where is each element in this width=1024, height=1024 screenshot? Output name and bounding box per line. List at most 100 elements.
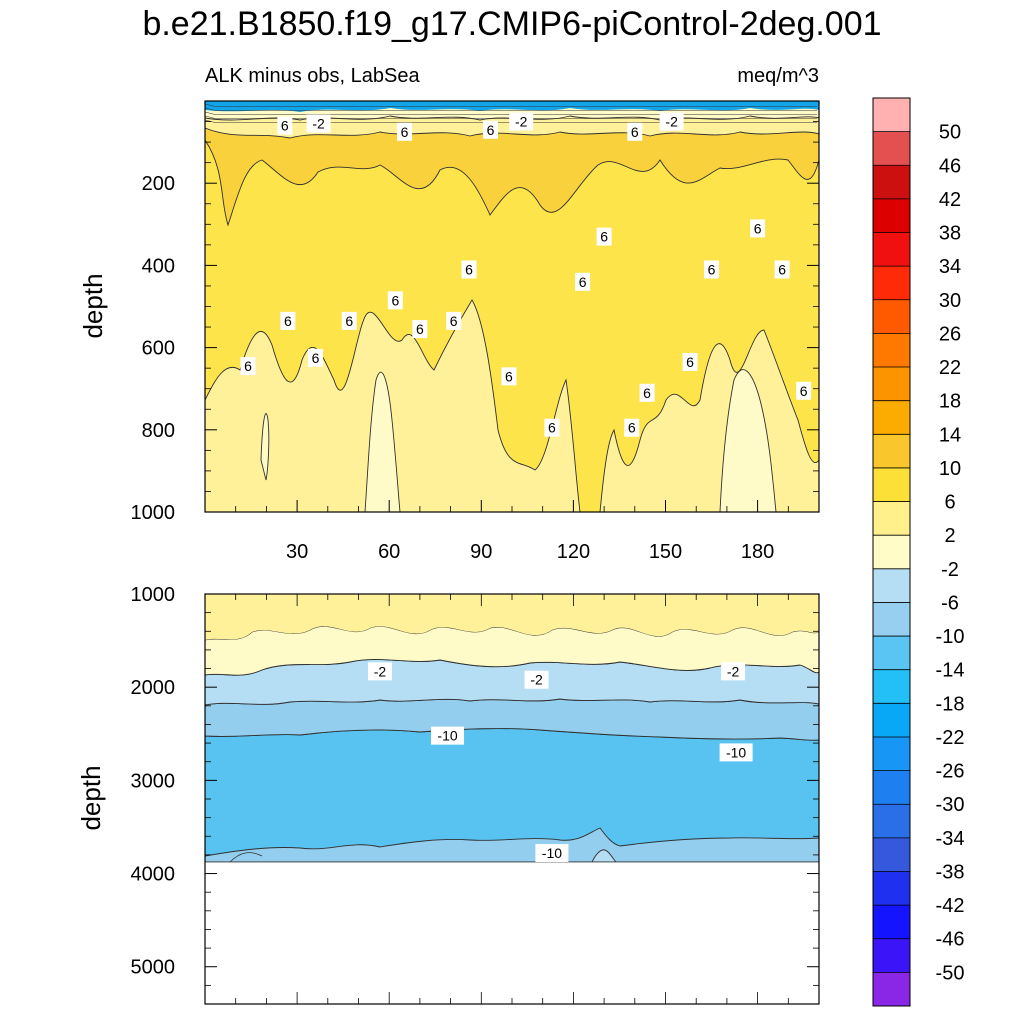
colorbar-label: -30 [936,794,965,816]
top-contour-label-bg [483,120,499,139]
colorbar-swatch [873,131,910,166]
top-contour-label-text: 6 [450,313,458,329]
colorbar-label: -10 [936,626,965,648]
top-ytick-label: 600 [142,338,175,360]
top-ytick-label: 200 [142,173,175,195]
top-contour-label: 6 [501,367,517,386]
bottom-ytick-label: 4000 [131,864,176,886]
bottom-contour-label-text: -10 [542,845,562,861]
top-contour-label-bg [704,260,720,279]
top-contour-label-text: 6 [579,274,587,290]
top-contour-label-text: 6 [401,124,409,140]
colorbar-swatch [873,972,910,1007]
bottom-contour-label-text: -10 [437,728,457,744]
top-contour-label-bg [446,311,462,330]
top-contour-label: 6 [750,219,766,238]
top-contour-label-text: 6 [631,124,639,140]
top-contour-label-bg [240,357,256,376]
colorbar-label: 14 [939,424,961,446]
top-contour-label: 6 [774,260,790,279]
top-contour-label-text: 6 [345,313,353,329]
bottom-contour-label-bg [721,662,746,681]
panel-units: meq/m^3 [737,65,819,87]
colorbar-swatch [873,198,910,233]
top-contour-label-text: 6 [465,262,473,278]
top-contour-label-text: 6 [686,354,694,370]
bottom-band-m6-m2 [591,849,618,863]
colorbar-swatch [873,535,910,570]
top-plot-area: 6 -2 6 6 -2 6 -2 6 6 6 6 6 6 6 6 6 6 6 6 6 6 6 6 6 6 6 [205,101,819,512]
colorbar-label: -22 [936,727,965,749]
top-contour-label-bg [750,219,766,238]
bottom-contour-label: -2 [721,662,746,681]
colorbar-swatch [873,467,910,502]
top-contour-label-text: -2 [665,114,678,130]
top-contour-label: -2 [509,112,534,131]
top-panel: 6 -2 6 6 -2 6 -2 6 6 6 6 6 6 6 6 6 6 6 6 6 6 6 6 6 6 6 200 400 600 8… [78,100,820,563]
colorbar-label: -50 [936,962,965,984]
colorbar-label: 6 [944,492,955,514]
colorbar-label: -42 [936,895,965,917]
bottom-contour-label: -2 [524,670,549,689]
top-contour-label: 6 [483,120,499,139]
colorbar-label: -26 [936,761,965,783]
top-contour-label: 6 [387,291,403,310]
top-ytick-label: 400 [142,255,175,277]
colorbar-swatch [873,299,910,334]
top-contour-label-bg [639,383,655,402]
top-contour-label-bg [596,227,612,246]
bottom-plot-area: -2 -2 -2 -10 -10 -10 [205,594,819,1004]
colorbar-label: 22 [939,357,961,379]
bottom-contour-label-bg [719,743,753,762]
bottom-ytick-label: 3000 [131,770,176,792]
top-contour-label-bg [501,367,517,386]
top-contour-label-text: 6 [284,313,292,329]
top-contour-label-bg [397,122,413,141]
top-xtick-label: 180 [741,541,774,563]
top-contour-label-text: 6 [778,262,786,278]
top-contour-label: 6 [461,260,477,279]
colorbar-swatch [873,905,910,940]
top-contour-line [205,103,817,107]
bottom-band-m10-m6 [205,827,819,863]
top-contour-label-bg [774,260,790,279]
top-xtick-label: 90 [470,541,492,563]
top-contour-label: -2 [306,114,331,133]
colorbar-label: -46 [936,929,965,951]
top-contour-label-bg [682,352,698,371]
top-contour-label-text: 6 [281,118,289,134]
top-contour-label: 6 [704,260,720,279]
top-contour-label-text: -2 [312,116,325,132]
bottom-contour-label-text: -2 [727,663,740,679]
bottom-ylabel: depth [76,765,106,830]
colorbar-swatch [873,98,910,132]
top-contour-label: 6 [341,311,357,330]
colorbar-swatch [873,770,910,805]
colorbar-label: 18 [939,391,961,413]
bottom-axis-ticks: 1000 2000 3000 4000 5000 [131,584,819,1004]
top-contour-label-bg [624,418,640,437]
top-contour-label-bg [306,114,331,133]
bottom-contour-label: -2 [367,662,392,681]
top-xtick-label: 120 [557,541,590,563]
colorbar-label: 10 [939,458,961,480]
top-contour-lines [205,103,817,123]
top-contour-label: 6 [397,122,413,141]
top-contour-label-text: 6 [416,321,424,337]
bottom-contour-lines [229,852,263,863]
top-contour-line [205,107,817,111]
bottom-contour-label-text: -2 [530,672,543,688]
top-contour-label-text: 6 [391,292,399,308]
bottom-contour-labels: -2 -2 -2 -10 -10 -10 [367,662,753,863]
colorbar-label: 50 [939,122,961,144]
top-contour-label-text: 6 [708,262,716,278]
colorbar-label: -14 [936,660,965,682]
colorbar-label: 34 [939,256,961,278]
top-band-m2-2-region [260,413,270,481]
top-ylabel: depth [78,273,108,338]
top-contour-label-bg [575,272,591,291]
top-contour-label-bg [280,311,296,330]
top-contour-label-bg [796,381,812,400]
colorbar-swatch [873,736,910,771]
figure-title: b.e21.B1850.f19_g17.CMIP6-piControl-2deg… [142,5,881,43]
